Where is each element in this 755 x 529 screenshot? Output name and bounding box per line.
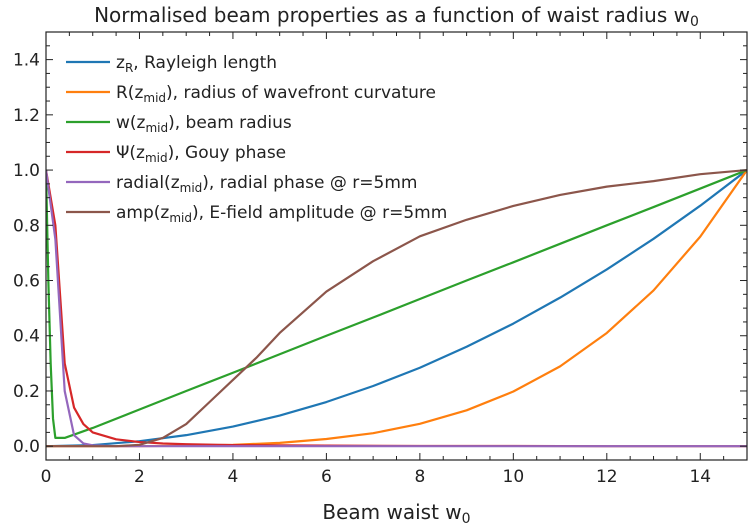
x-tick-label: 12 [596,467,618,487]
legend-item-3: w(zmid), beam radius [66,113,292,135]
x-tick-label: 4 [228,467,239,487]
y-tick-label: 0.4 [13,327,40,347]
legend-label: radial(zmid), radial phase @ r=5mm [116,173,417,195]
x-tick-label: 10 [503,467,525,487]
legend-item-5: radial(zmid), radial phase @ r=5mm [66,173,417,195]
x-tick-label: 14 [689,467,711,487]
series-line-3 [46,169,747,440]
y-tick-label: 0.8 [13,216,40,236]
y-tick-label: 0.2 [13,382,40,402]
x-tick-label: 2 [134,467,145,487]
x-tick-label: 6 [321,467,332,487]
chart-title: Normalised beam properties as a function… [94,3,699,30]
y-tick-label: 1.2 [13,106,40,126]
series-line-6 [46,168,747,448]
legend-item-4: Ψ(zmid), Gouy phase [66,143,286,165]
legend-item-2: R(zmid), radius of wavefront curvature [66,83,436,105]
legend-label: amp(zmid), E-field amplitude @ r=5mm [116,203,447,225]
legend-item-6: amp(zmid), E-field amplitude @ r=5mm [66,203,447,225]
x-tick-label: 0 [41,467,52,487]
y-tick-label: 1.0 [13,161,40,181]
x-axis-label: Beam waist w0 [322,500,470,527]
legend-item-1: zR, Rayleigh length [66,53,277,75]
y-tick-label: 1.4 [13,51,40,71]
legend-label: R(zmid), radius of wavefront curvature [116,83,436,105]
legend: zR, Rayleigh length R(zmid), radius of wa… [66,53,447,225]
y-tick-label: 0.0 [13,437,40,457]
legend-label: zR, Rayleigh length [116,53,277,75]
x-tick-label: 8 [414,467,425,487]
plot-area: 0 2 4 6 8 10 12 14 0.0 0.2 0.4 0.6 0.8 1.0 1.2 1.4 zR, R… [13,31,748,487]
series-lines [46,168,747,448]
legend-label: Ψ(zmid), Gouy phase [116,143,286,165]
ticks [45,32,748,460]
y-tick-label: 0.6 [13,272,40,292]
legend-label: w(zmid), beam radius [116,113,292,135]
